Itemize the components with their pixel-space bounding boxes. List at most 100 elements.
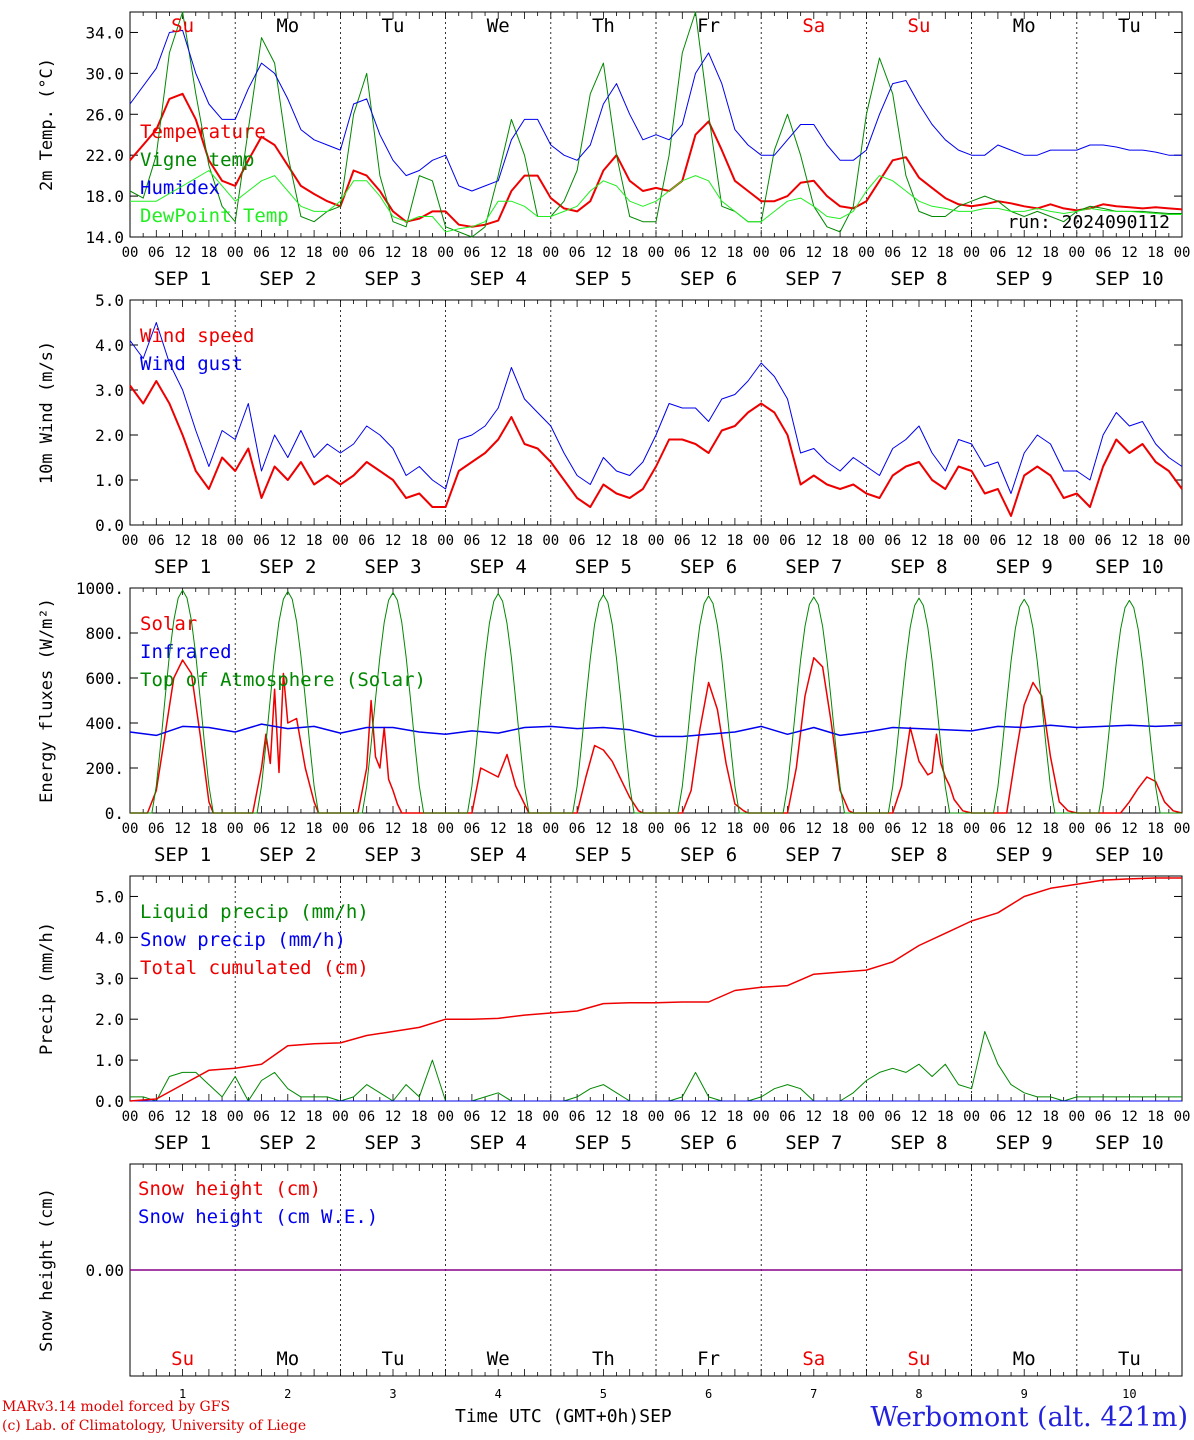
hour-tick-label: 00: [437, 245, 454, 261]
hour-tick-label: 12: [279, 245, 296, 261]
hour-tick-label: 06: [779, 245, 796, 261]
day-number: 10: [1122, 1387, 1136, 1401]
y-axis-label: 10m Wind (m/s): [37, 341, 57, 484]
weekday-label: Su: [908, 15, 931, 37]
weekday-label: Su: [171, 1348, 194, 1370]
hour-tick-label: 06: [253, 821, 270, 837]
hour-tick-label: 18: [306, 533, 323, 549]
hour-tick-label: 18: [1042, 821, 1059, 837]
hour-tick-label: 00: [542, 533, 559, 549]
hour-tick-label: 12: [174, 1109, 191, 1125]
date-label: SEP 4: [470, 556, 527, 578]
lab-credit: (c) Lab. of Climatology, University of L…: [2, 1418, 307, 1434]
y-axis-label: Precip (mm/h): [37, 922, 57, 1055]
date-label: SEP 7: [785, 844, 842, 866]
hour-tick-label: 00: [858, 1109, 875, 1125]
date-label: SEP 9: [996, 556, 1053, 578]
weekday-label: Mo: [1013, 15, 1036, 37]
hour-tick-label: 18: [1042, 1109, 1059, 1125]
hour-tick-label: 18: [1147, 533, 1164, 549]
day-number: 5: [600, 1387, 607, 1401]
hour-tick-label: 12: [1121, 1109, 1138, 1125]
date-label: SEP 6: [680, 268, 737, 290]
hour-tick-label: 06: [674, 245, 691, 261]
date-label: SEP 5: [575, 268, 632, 290]
month-label: SEP: [639, 1406, 672, 1427]
hour-tick-label: 18: [200, 1109, 217, 1125]
hour-tick-label: 18: [832, 1109, 849, 1125]
weekday-label: Tu: [382, 15, 405, 37]
date-label: SEP 2: [259, 556, 316, 578]
date-label: SEP 5: [575, 1132, 632, 1154]
y-tick-label: 1000.: [76, 579, 124, 598]
date-label: SEP 2: [259, 1132, 316, 1154]
hour-tick-label: 18: [516, 533, 533, 549]
hour-tick-label: 06: [358, 533, 375, 549]
hour-tick-label: 18: [306, 821, 323, 837]
series-line-humidex: [129, 29, 1182, 192]
legend-entry: Wind gust: [140, 353, 243, 375]
hour-tick-label: 18: [937, 245, 954, 261]
date-label: SEP 7: [785, 1132, 842, 1154]
hour-tick-label: 06: [989, 245, 1006, 261]
panel-1: 14.018.022.026.030.034.02m Temp. (°C) Tem…: [37, 11, 1190, 290]
hour-tick-label: 00: [227, 1109, 244, 1125]
hour-tick-label: 00: [1068, 533, 1085, 549]
hour-tick-label: 12: [385, 1109, 402, 1125]
hour-tick-label: 12: [1121, 821, 1138, 837]
hour-tick-label: 18: [621, 533, 638, 549]
y-tick-label: 18.0: [85, 187, 124, 206]
day-number: 3: [389, 1387, 396, 1401]
run-label: run: 2024090112: [1007, 212, 1170, 233]
hour-tick-label: 00: [963, 821, 980, 837]
legend-entry: Snow height (cm): [138, 1178, 321, 1200]
date-label: SEP 10: [1095, 556, 1164, 578]
legend-entry: Infrared: [140, 641, 232, 663]
date-label: SEP 3: [364, 556, 421, 578]
hour-tick-label: 12: [490, 821, 507, 837]
y-tick-label: 0.: [105, 804, 124, 823]
legend-entry: Snow height (cm W.E.): [138, 1206, 378, 1228]
hour-tick-label: 12: [911, 821, 928, 837]
y-tick-label: 3.0: [95, 381, 124, 400]
hour-tick-label: 18: [726, 821, 743, 837]
weekday-label: Mo: [1013, 1348, 1036, 1370]
y-tick-label: 5.0: [95, 291, 124, 310]
hour-tick-label: 18: [1042, 533, 1059, 549]
hour-tick-label: 00: [753, 821, 770, 837]
date-label: SEP 1: [154, 268, 211, 290]
hour-tick-label: 12: [279, 1109, 296, 1125]
hour-tick-label: 12: [595, 821, 612, 837]
hour-tick-label: 06: [779, 1109, 796, 1125]
hour-tick-label: 00: [753, 1109, 770, 1125]
date-label: SEP 6: [680, 844, 737, 866]
hour-tick-label: 06: [1095, 1109, 1112, 1125]
hour-tick-label: 06: [779, 821, 796, 837]
panel-4: 0.0 1.0 2.0 3.0 4.0 5.0 Precip (mm/h) Liquid pr…: [37, 875, 1190, 1154]
hour-tick-label: 00: [858, 821, 875, 837]
date-label: SEP 7: [785, 556, 842, 578]
hour-tick-label: 12: [1016, 1109, 1033, 1125]
hour-tick-label: 06: [779, 533, 796, 549]
hour-tick-label: 00: [542, 1109, 559, 1125]
hour-tick-label: 00: [542, 245, 559, 261]
date-label: SEP 8: [890, 268, 947, 290]
y-tick-label: 5.0: [95, 887, 124, 906]
hour-tick-label: 06: [569, 1109, 586, 1125]
hour-tick-label: 18: [937, 1109, 954, 1125]
y-tick-label: 2.0: [95, 1010, 124, 1029]
hour-tick-label: 12: [279, 821, 296, 837]
hour-tick-label: 00: [227, 821, 244, 837]
y-tick-label: 600.: [85, 669, 124, 688]
hour-tick-label: 12: [1016, 821, 1033, 837]
hour-tick-label: 06: [463, 821, 480, 837]
hour-tick-label: 12: [174, 245, 191, 261]
weekday-label: Tu: [382, 1348, 405, 1370]
y-tick-label: 30.0: [85, 64, 124, 83]
hour-tick-label: 18: [411, 245, 428, 261]
panel-2: 0.0 1.0 2.0 3.0 4.0 5.0 10m Wind (m/s) Wind spe…: [37, 291, 1190, 578]
date-label: SEP 8: [890, 844, 947, 866]
weekday-label: Fr: [697, 15, 720, 37]
hour-tick-label: 12: [805, 821, 822, 837]
hour-tick-label: 06: [989, 1109, 1006, 1125]
